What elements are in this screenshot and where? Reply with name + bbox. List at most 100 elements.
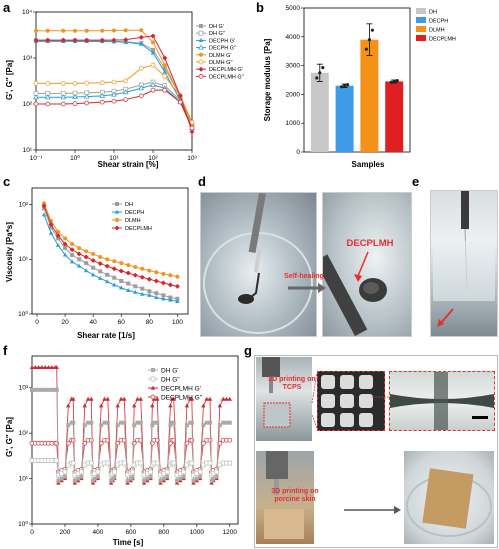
data-point [112,28,116,33]
panel-letter-d: d [198,174,206,189]
data-point [99,403,104,408]
legend-marker [199,24,203,28]
scale-bar [472,416,488,419]
y-tick-label: 10¹ [19,256,29,263]
legend-label: DLMH G' [209,53,231,59]
data-point [201,423,206,428]
data-point [167,282,173,288]
x-tick-label: 1200 [223,529,238,536]
data-point [49,365,54,370]
data-point [33,37,39,43]
legend-marker [198,59,204,65]
data-point [147,289,152,294]
data-point [123,78,129,84]
legend-marker [198,44,204,50]
data-point [220,396,226,401]
replicate-point [321,66,325,70]
data-point [142,478,147,483]
data-point [99,92,106,98]
panel-letter-g: g [244,343,252,358]
data-point [150,87,156,93]
data-point [99,423,104,428]
data-point [214,469,219,475]
series-line [43,214,178,302]
data-point [168,273,173,278]
legend-label: DH [429,10,437,16]
data-point [227,437,233,443]
data-point [162,87,168,93]
y-tick-label: 10³ [19,385,29,392]
data-point [79,474,84,479]
data-point [115,423,120,428]
data-point [140,266,145,271]
legend-marker [198,74,204,79]
data-point [73,28,77,33]
series-f-3 [29,458,233,478]
chart-a-xlabel: Shear strain [%] [98,160,159,169]
data-point [79,469,84,475]
legend-swatch [416,26,426,32]
y-tick-label: 2000 [286,91,301,98]
legend-swatch [416,17,426,23]
data-point [84,28,89,33]
legend-marker [199,52,203,57]
data-point [189,460,195,466]
legend-marker [114,209,120,214]
data-point [70,241,75,246]
data-point [105,420,110,425]
chart-a-ylabel: G', G'' [Pa] [5,60,14,100]
data-point [70,460,76,466]
y-tick-label: 10¹ [23,147,33,154]
data-point [138,460,144,466]
series-a-7 [33,87,195,131]
y-tick-label: 1000 [286,120,301,127]
data-point [138,396,143,401]
data-point [204,420,209,425]
data-point [135,396,140,401]
data-point [161,271,166,276]
data-point [125,478,130,483]
data-point [59,476,64,481]
data-point [48,230,54,235]
data-point [209,478,214,483]
data-point [72,93,78,99]
data-point [55,233,61,239]
data-point [118,396,124,401]
legend-label: DECPH [125,210,144,216]
data-point [121,460,127,466]
x-tick-label: 0 [35,319,39,326]
data-point [189,129,195,135]
data-point [83,93,90,99]
data-point [45,81,51,86]
data-point [153,278,159,284]
data-point [181,474,186,479]
data-point [29,365,35,370]
data-point [126,287,131,292]
data-point [207,437,213,443]
x-tick-label: 80 [146,319,154,326]
x-tick-label: 0 [30,529,34,536]
data-point [77,257,82,262]
replicate-point [392,79,396,84]
data-point [125,270,131,276]
data-point [132,272,138,278]
data-point [54,365,59,370]
data-point [119,261,124,266]
data-point [119,279,124,284]
data-point [70,437,76,443]
data-point [45,28,50,33]
printer-nozzle-illustration [262,357,291,428]
legend-label: DECPLMH G' [209,67,243,73]
data-point [36,365,41,370]
bar-decplmh [385,81,404,152]
data-point [161,296,166,301]
data-point [162,55,168,61]
data-point [155,396,160,401]
legend-marker [151,368,155,372]
legend-marker [150,376,156,382]
data-point [46,387,51,392]
series-c-1 [41,212,180,303]
y-tick-label: 4000 [286,34,301,41]
data-point [207,420,212,425]
y-tick-label: 10⁰ [18,310,28,318]
